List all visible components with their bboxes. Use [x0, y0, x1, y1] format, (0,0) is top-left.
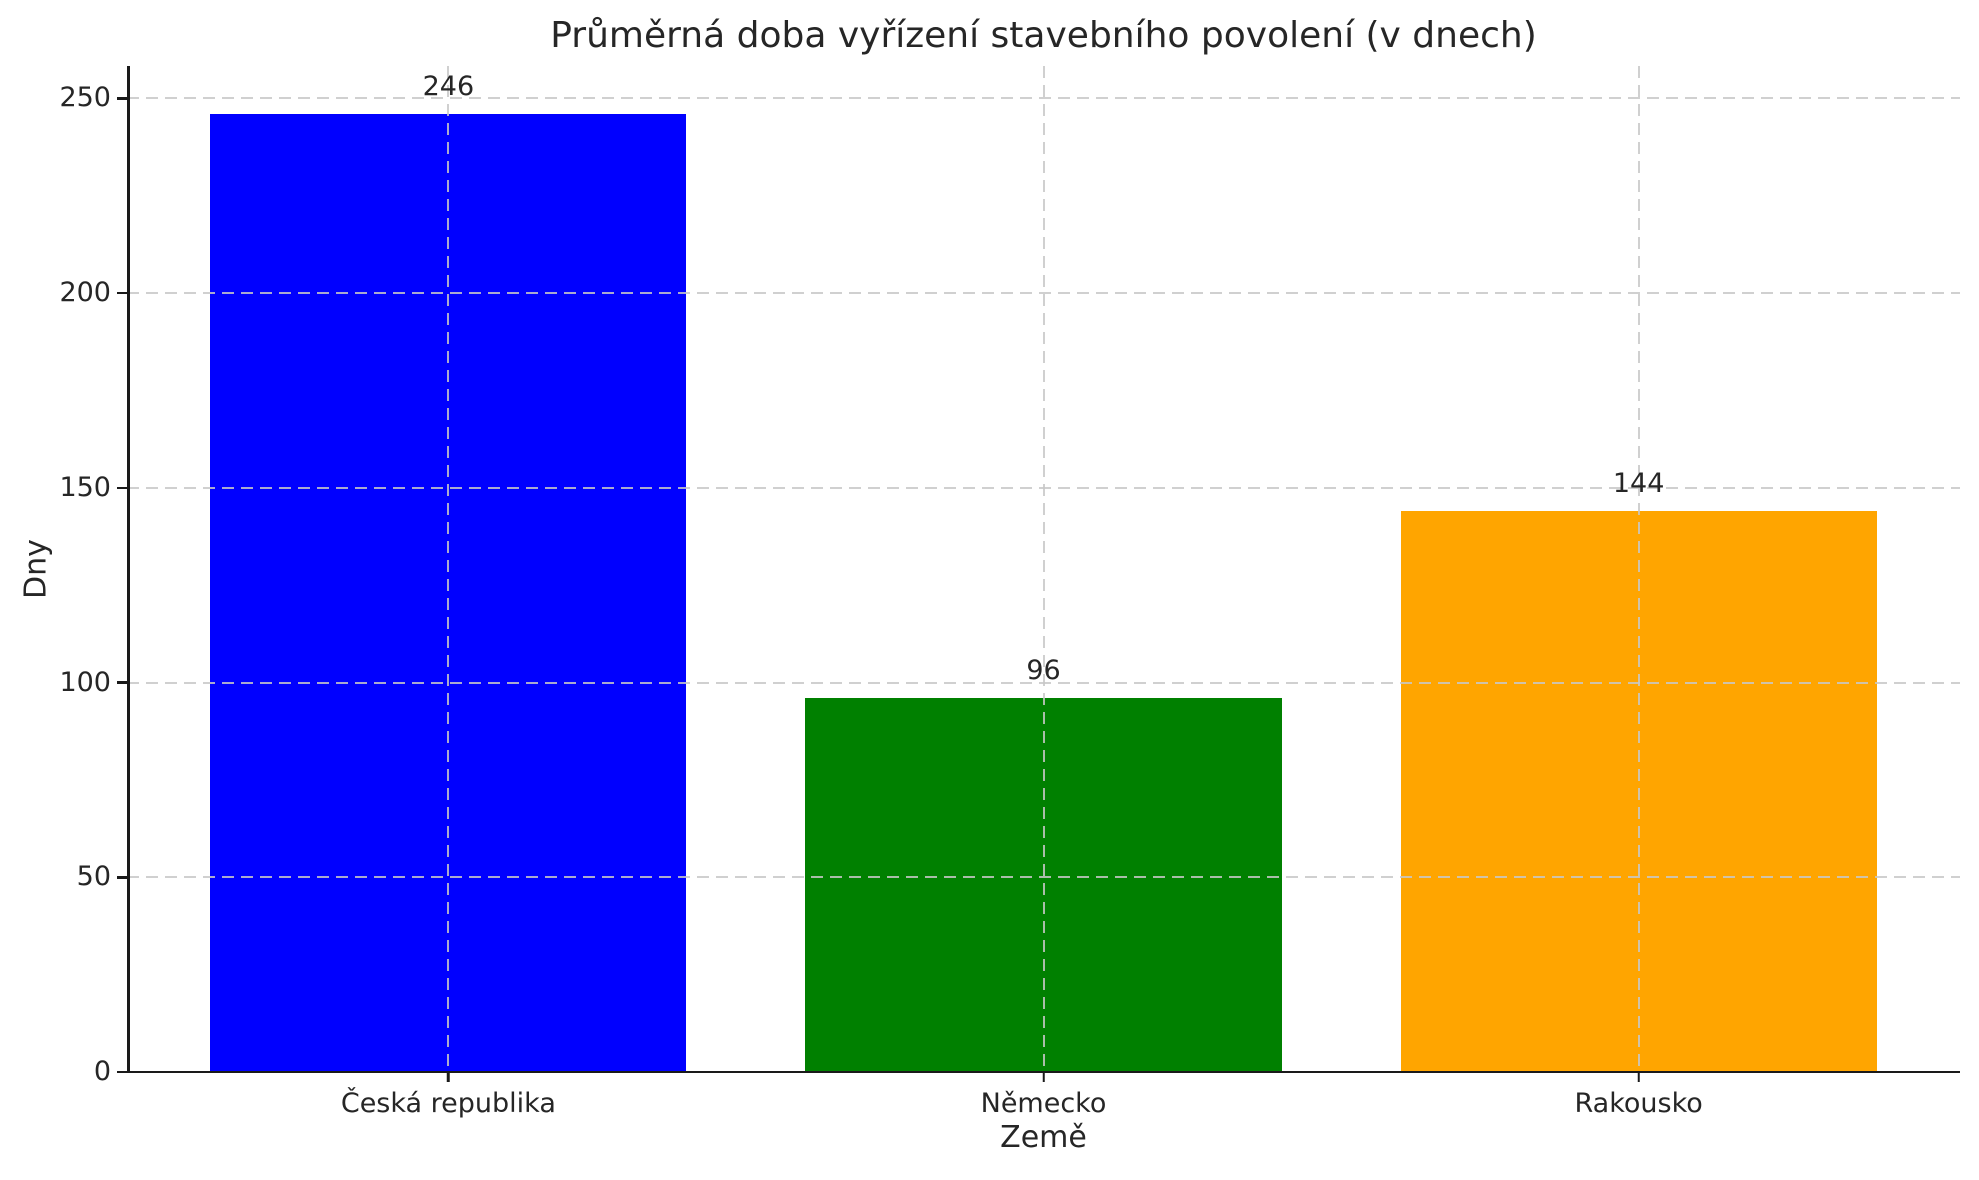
bar	[1400, 511, 1877, 1072]
y-tick-mark	[117, 291, 127, 295]
plot-area: 0 50 100 150 200 250 Česká republika Německo Rak…	[59, 66, 1960, 1119]
x-tick-label: Německo	[980, 1088, 1107, 1119]
y-tick-mark	[117, 1070, 127, 1074]
bar-value-label: 96	[1026, 655, 1061, 687]
x-axis-spine	[127, 1070, 1960, 1073]
x-axis-label: Země	[1000, 1120, 1087, 1155]
y-tick-mark	[117, 97, 127, 100]
chart-title: Průměrná doba vyřízení stavebního povole…	[550, 15, 1537, 56]
x-tick-mark	[1637, 1072, 1640, 1082]
y-tick-label: 100	[59, 666, 111, 698]
y-axis-spine	[127, 66, 130, 1073]
bar-value-label: 246	[422, 70, 475, 102]
y-tick-label: 50	[76, 861, 111, 893]
y-tick-label: 0	[93, 1056, 111, 1087]
y-tick-label: 200	[59, 277, 111, 309]
bar	[805, 698, 1282, 1072]
bar-value-label: 144	[1612, 468, 1665, 500]
y-tick-label: 250	[59, 82, 111, 114]
y-tick-mark	[117, 681, 127, 684]
x-tick-mark	[1042, 1072, 1045, 1082]
y-axis-label: Dny	[18, 539, 54, 599]
bar	[210, 113, 687, 1072]
y-gridline	[127, 97, 1960, 100]
x-tick-label: Česká republika	[340, 1088, 556, 1119]
x-tick-label: Rakousko	[1574, 1088, 1703, 1119]
x-tick-mark	[447, 1072, 450, 1082]
y-tick-label: 150	[59, 471, 111, 503]
y-tick-mark	[117, 876, 127, 879]
y-tick-mark	[117, 486, 127, 490]
